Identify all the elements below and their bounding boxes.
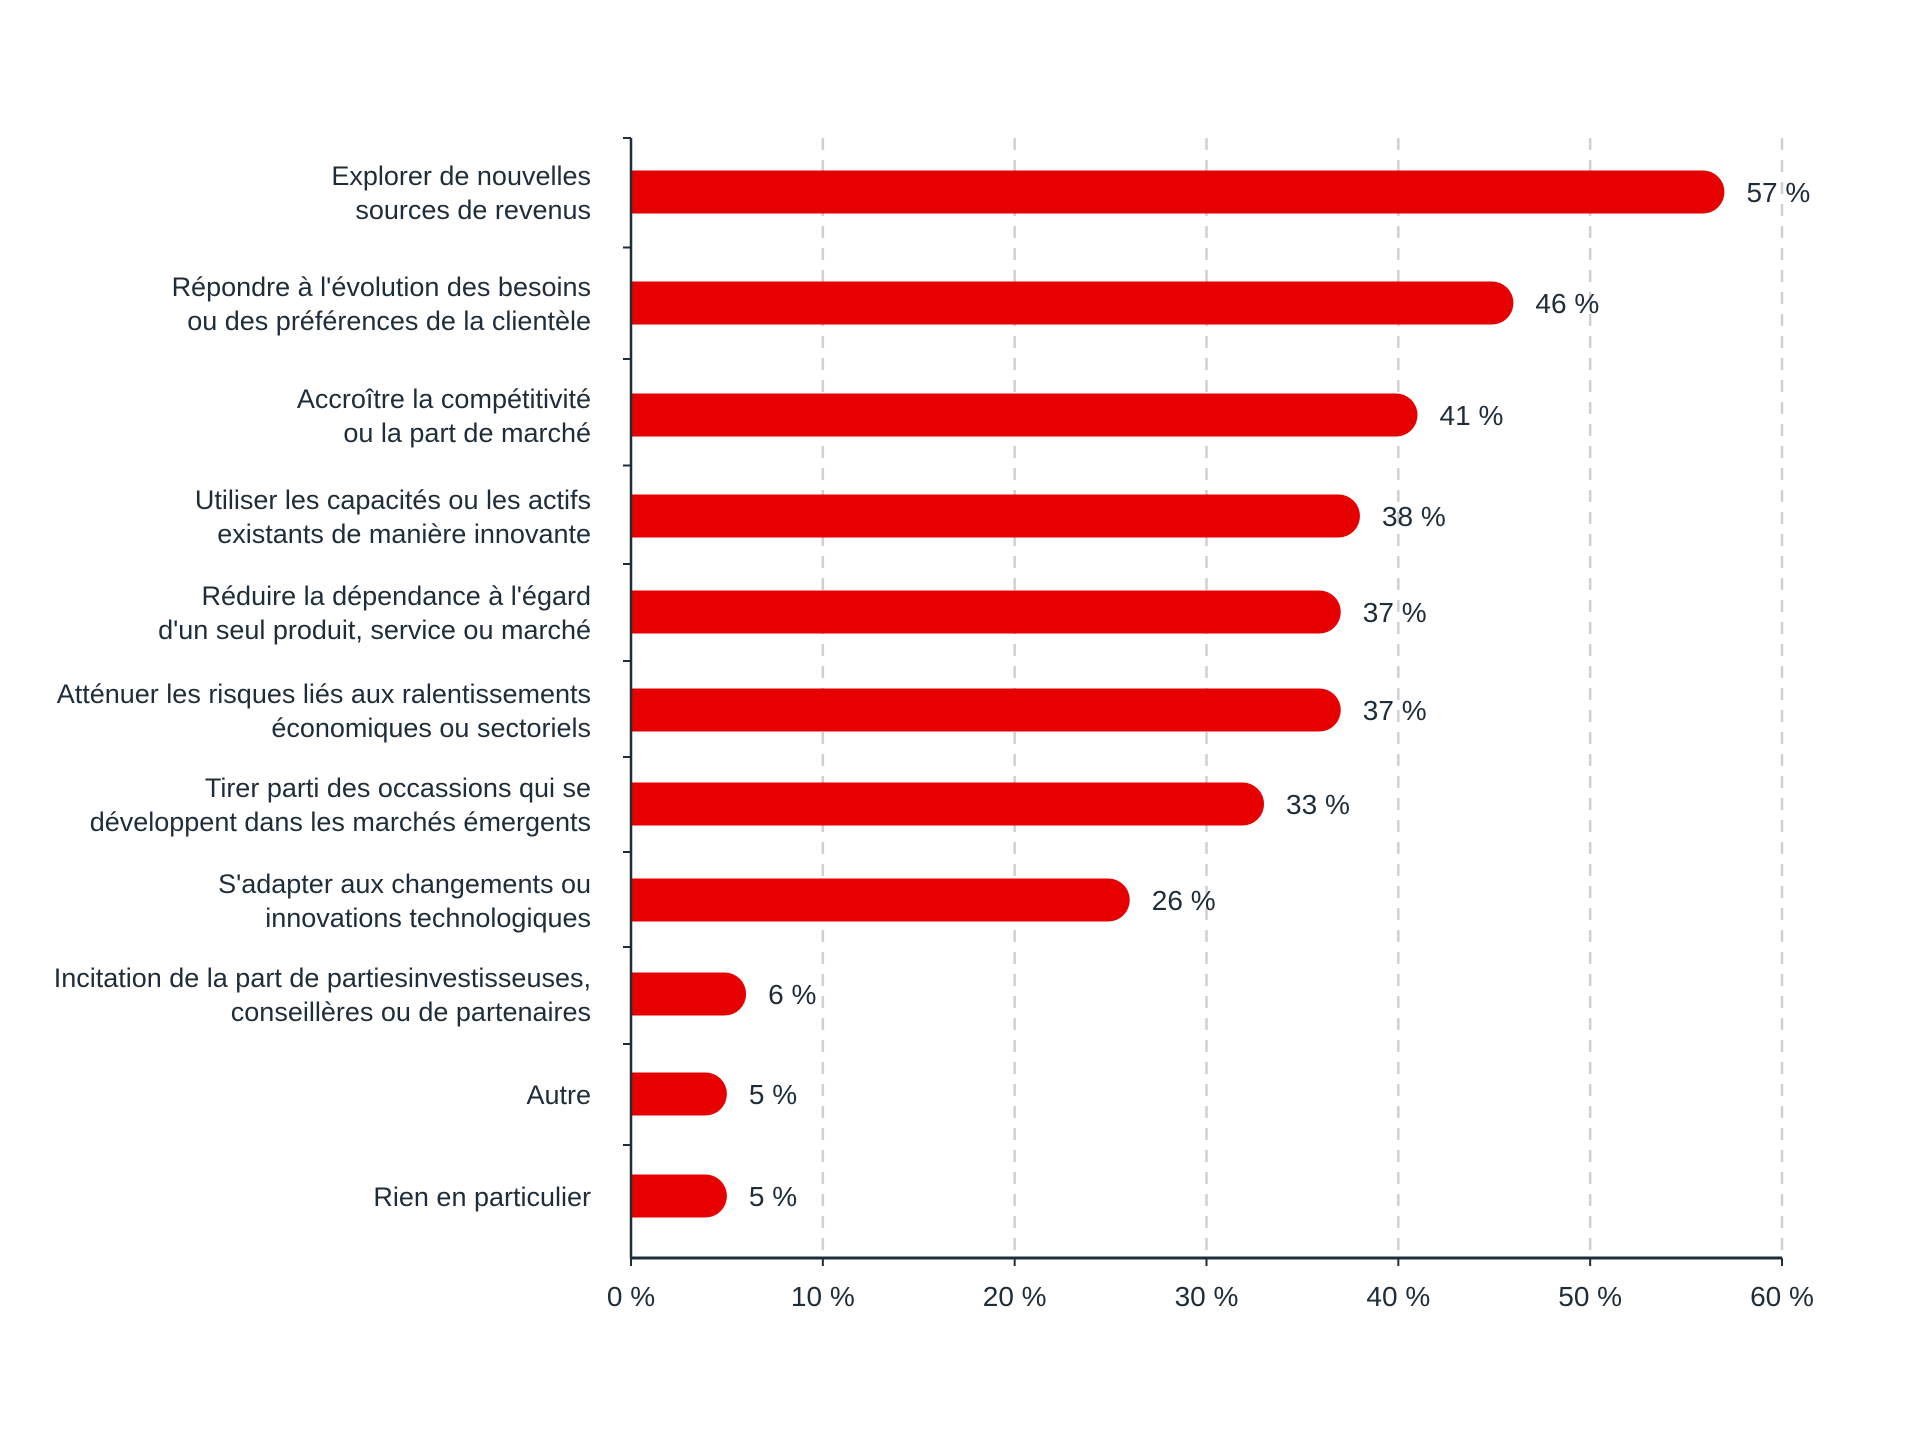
- bar: [631, 590, 1341, 634]
- category-label: Tirer parti des occassions qui se dévelop…: [90, 773, 591, 837]
- data-label: 38 %: [1382, 501, 1446, 532]
- category-label: Utiliser les capacités ou les actifs exis…: [195, 485, 591, 549]
- bar: [631, 782, 1265, 826]
- category-label-line: ou la part de marché: [343, 418, 591, 448]
- bar: [631, 972, 747, 1016]
- bar: [631, 281, 1514, 325]
- category-label: Rien en particulier: [373, 1182, 591, 1212]
- data-label: 37 %: [1363, 695, 1427, 726]
- category-label: Atténuer les risques liés aux ralentisse…: [57, 679, 591, 743]
- data-label: 46 %: [1535, 288, 1599, 319]
- bar: [631, 393, 1418, 437]
- category-label-line: économiques ou sectoriels: [271, 713, 591, 743]
- category-label-line: ou des préférences de la clientèle: [187, 306, 591, 336]
- category-label-line: Réduire la dépendance à l'égard: [202, 581, 591, 611]
- x-tick-label: 30 %: [1175, 1281, 1239, 1312]
- category-label-line: S'adapter aux changements ou: [218, 869, 591, 899]
- data-label: 41 %: [1440, 400, 1504, 431]
- category-label: Incitation de la part de partiesinvestis…: [54, 963, 591, 1027]
- x-tick-label: 60 %: [1750, 1281, 1814, 1312]
- category-label-line: sources de revenus: [355, 195, 591, 225]
- category-label-line: conseillères ou de partenaires: [231, 997, 591, 1027]
- data-label: 33 %: [1286, 789, 1350, 820]
- x-tick-label: 50 %: [1558, 1281, 1622, 1312]
- category-label-line: Accroître la compétitivité: [297, 384, 591, 414]
- data-label: 6 %: [768, 979, 816, 1010]
- bar: [631, 878, 1130, 922]
- category-label: Accroître la compétitivité ou la part de …: [297, 384, 591, 448]
- category-label-line: Explorer de nouvelles: [331, 161, 591, 191]
- data-label: 26 %: [1152, 885, 1216, 916]
- data-label: 5 %: [749, 1079, 797, 1110]
- bar: [631, 1072, 727, 1116]
- x-tick-label: 40 %: [1366, 1281, 1430, 1312]
- data-label: 37 %: [1363, 597, 1427, 628]
- x-tick-label: 0 %: [607, 1281, 655, 1312]
- category-label: Explorer de nouvelles sources de revenus: [331, 161, 591, 225]
- data-label: 57 %: [1746, 177, 1810, 208]
- category-label-line: développent dans les marchés émergents: [90, 807, 591, 837]
- category-label-line: Tirer parti des occassions qui se: [205, 773, 591, 803]
- category-label: Répondre à l'évolution des besoins ou des…: [172, 272, 591, 336]
- bar: [631, 1174, 727, 1218]
- category-label-line: Autre: [526, 1080, 591, 1110]
- category-label-line: Incitation de la part de partiesinvestis…: [54, 963, 591, 993]
- category-label-line: d'un seul produit, service ou marché: [158, 615, 591, 645]
- bar: [631, 494, 1360, 538]
- bar: [631, 688, 1341, 732]
- category-label-line: Rien en particulier: [373, 1182, 591, 1212]
- data-label: 5 %: [749, 1181, 797, 1212]
- bar: [631, 170, 1725, 214]
- category-label-line: innovations technologiques: [265, 903, 591, 933]
- category-label-line: Répondre à l'évolution des besoins: [172, 272, 591, 302]
- category-label-line: Utiliser les capacités ou les actifs: [195, 485, 591, 515]
- category-label-line: existants de manière innovante: [217, 519, 591, 549]
- category-label: Autre: [526, 1080, 591, 1110]
- x-tick-label: 20 %: [983, 1281, 1047, 1312]
- category-label-line: Atténuer les risques liés aux ralentisse…: [57, 679, 591, 709]
- category-label: Réduire la dépendance à l'égard d'un seul…: [158, 581, 591, 645]
- x-tick-label: 10 %: [791, 1281, 855, 1312]
- category-label: S'adapter aux changements ou innovations …: [218, 869, 591, 933]
